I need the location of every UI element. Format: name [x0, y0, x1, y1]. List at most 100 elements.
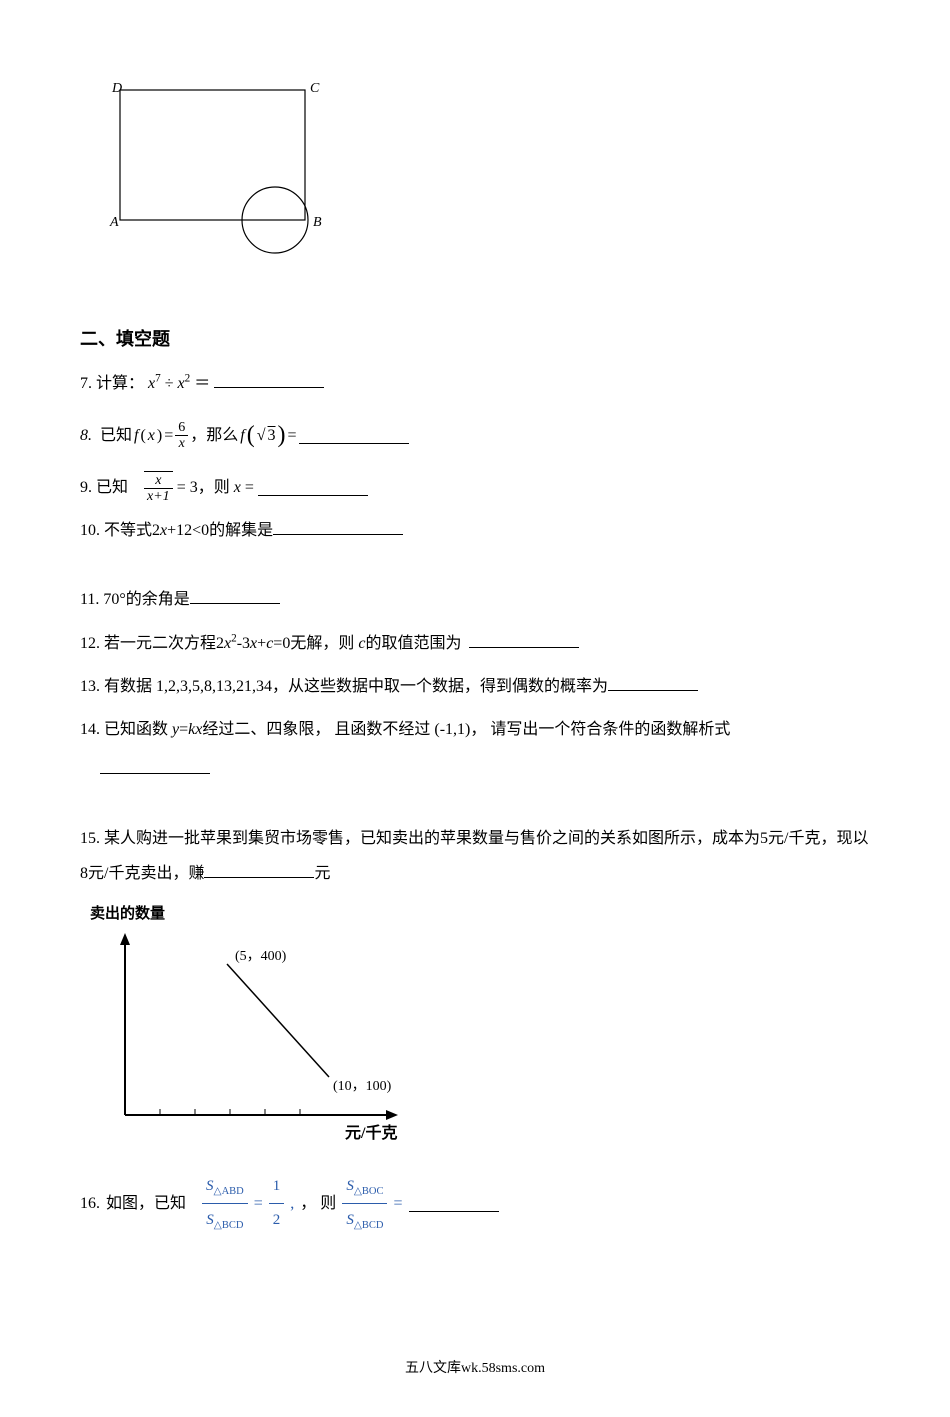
problem-11: 11. 70°的余角是 — [80, 582, 870, 617]
p9-num: 9. — [80, 470, 92, 505]
p8-sqrt: √ — [257, 418, 266, 453]
chart-x-label: 元/千克 — [345, 1123, 397, 1142]
p8-texta: 已知 — [100, 418, 132, 453]
y-axis-arrow — [120, 933, 130, 945]
problem-14: 14. 已知函数 y=kx经过二、四象限， 且函数不经过 (-1,1)， 请写出… — [80, 712, 870, 787]
p16-S2: S — [206, 1212, 214, 1228]
p14-num: 14. — [80, 721, 100, 738]
p9-x: x — [234, 470, 241, 505]
label-A: A — [109, 215, 119, 230]
p16-textb: ， 则 — [300, 1186, 336, 1221]
p7-sup2: 2 — [185, 373, 191, 385]
p7-eq: ＝ — [194, 375, 210, 392]
p12-textd: =0无解，则 — [273, 635, 358, 652]
p13-text: 有数据 1,2,3,5,8,13,21,34，从这些数据中取一个数据，得到偶数的… — [104, 678, 608, 695]
p16-bcd2: △BCD — [354, 1220, 384, 1231]
square-abcd — [120, 90, 305, 220]
section-heading: 二、填空题 — [80, 325, 870, 351]
chart-line — [227, 964, 329, 1077]
p12-num: 12. — [80, 635, 100, 652]
chart-svg: (5，400) (10，100) 元/千克 — [90, 925, 420, 1145]
p9-texta: 已知 — [96, 470, 128, 505]
p16-S4: S — [346, 1212, 354, 1228]
p16-num: 16. — [80, 1186, 100, 1221]
problem-15: 15. 某人购进一批苹果到集贸市场零售，已知卖出的苹果数量与售价之间的关系如图所… — [80, 821, 870, 891]
p10-text: 不等式2x+12<0的解集是 — [104, 522, 273, 539]
p8-num: 8. — [80, 418, 92, 453]
p7-x2: x — [178, 375, 185, 392]
p16-S3: S — [346, 1178, 354, 1194]
p8-eq2: = — [288, 418, 297, 453]
p7-num: 7. — [80, 375, 92, 392]
label-B: B — [313, 215, 322, 230]
p16-bcd: △BCD — [214, 1220, 244, 1231]
chart-point1-label: (5，400) — [235, 949, 287, 964]
p8-textb: ，那么 — [190, 418, 238, 453]
p16-frac-half: 1 2 — [269, 1170, 285, 1237]
p8-f2: f — [240, 418, 244, 453]
p11-num: 11. — [80, 591, 99, 608]
p14-texta: 已知函数 — [104, 721, 172, 738]
p16-S1: S — [206, 1178, 214, 1194]
label-D: D — [111, 81, 122, 96]
p9-frac: x x+1 — [144, 471, 173, 505]
p9-bar-x: x — [144, 471, 173, 488]
p8-three: 3 — [268, 418, 276, 453]
chart-point2-label: (10，100) — [333, 1079, 392, 1094]
p15-texta: 某人购进一批苹果到集贸市场零售，已知卖出的苹果数量与售价之间的关系如图所示，成本… — [80, 830, 868, 882]
p11-text: 70°的余角是 — [103, 591, 189, 608]
p12-blank — [469, 631, 579, 648]
square-circle-svg: D C A B — [100, 80, 330, 280]
p14-textb: 经过二、四象限， 且函数不经过 (-1,1)， 请写出一个符合条件的函数解析式 — [202, 721, 730, 738]
p8-x1: x — [148, 418, 155, 453]
p16-frac2: S△BOC S△BCD — [342, 1170, 387, 1237]
x-axis-arrow — [386, 1110, 398, 1120]
p13-blank — [608, 674, 698, 691]
problem-9: 9. 已知 x x+1 = 3，则x= — [80, 470, 870, 505]
problem-13: 13. 有数据 1,2,3,5,8,13,21,34，从这些数据中取一个数据，得… — [80, 669, 870, 704]
p14-blank — [100, 757, 210, 774]
p9-eq2: = — [245, 470, 254, 505]
p8-frac: 6 x — [175, 420, 188, 452]
problem-12: 12. 若一元二次方程2x2-3x+c=0无解，则 c的取值范围为 — [80, 626, 870, 661]
geometry-figure: D C A B — [100, 80, 870, 285]
p16-frac1: S△ABD S△BCD — [202, 1170, 248, 1237]
p8-frac-num: 6 — [175, 420, 188, 436]
p14-eq: = — [179, 721, 188, 738]
p16-two: 2 — [269, 1204, 285, 1237]
p8-blank — [299, 427, 409, 444]
label-C: C — [310, 81, 320, 96]
p15-textb: 元 — [314, 865, 330, 882]
chart-y-label: 卖出的数量 — [90, 902, 870, 923]
p7-blank — [214, 371, 324, 388]
problem-10: 10. 不等式2x+12<0的解集是 — [80, 513, 870, 548]
p13-num: 13. — [80, 678, 100, 695]
p9-eq: = 3，则 — [177, 470, 230, 505]
p16-one: 1 — [269, 1170, 285, 1204]
p10-blank — [273, 518, 403, 535]
p16-texta: 如图，已知 — [106, 1186, 186, 1221]
p15-num: 15. — [80, 830, 100, 847]
problem-16: 16. 如图，已知 S△ABD S△BCD = 1 2 , ， 则 S△BOC … — [80, 1170, 870, 1237]
p7-sup7: 7 — [155, 373, 161, 385]
p7-text: 计算： — [96, 375, 144, 392]
p8-frac-den: x — [175, 436, 188, 451]
p10-num: 10. — [80, 522, 100, 539]
p12-textc: + — [257, 635, 266, 652]
p9-bar-den: x+1 — [144, 488, 173, 504]
problem-7: 7. 计算： x7 ÷ x2 ＝ — [80, 366, 870, 401]
p9-blank — [258, 479, 368, 496]
p16-boc: △BOC — [354, 1186, 384, 1197]
p12-texta: 若一元二次方程2 — [104, 635, 224, 652]
p12-textb: -3 — [237, 635, 250, 652]
sales-chart: 卖出的数量 (5，400) (10，100) 元/千克 — [90, 902, 870, 1150]
p16-eq2: = — [393, 1186, 402, 1221]
p12-texte: 的取值范围为 — [365, 635, 461, 652]
p16-abd: △ABD — [214, 1186, 244, 1197]
p15-blank — [204, 861, 314, 878]
p8-f1: f — [134, 418, 138, 453]
page-footer: 五八文库wk.58sms.com — [80, 1357, 870, 1377]
p7-div: ÷ — [165, 375, 174, 392]
problem-8: 8. 已知 f(x)= 6 x ，那么 f (√3)= — [80, 409, 870, 462]
p11-blank — [190, 587, 280, 604]
